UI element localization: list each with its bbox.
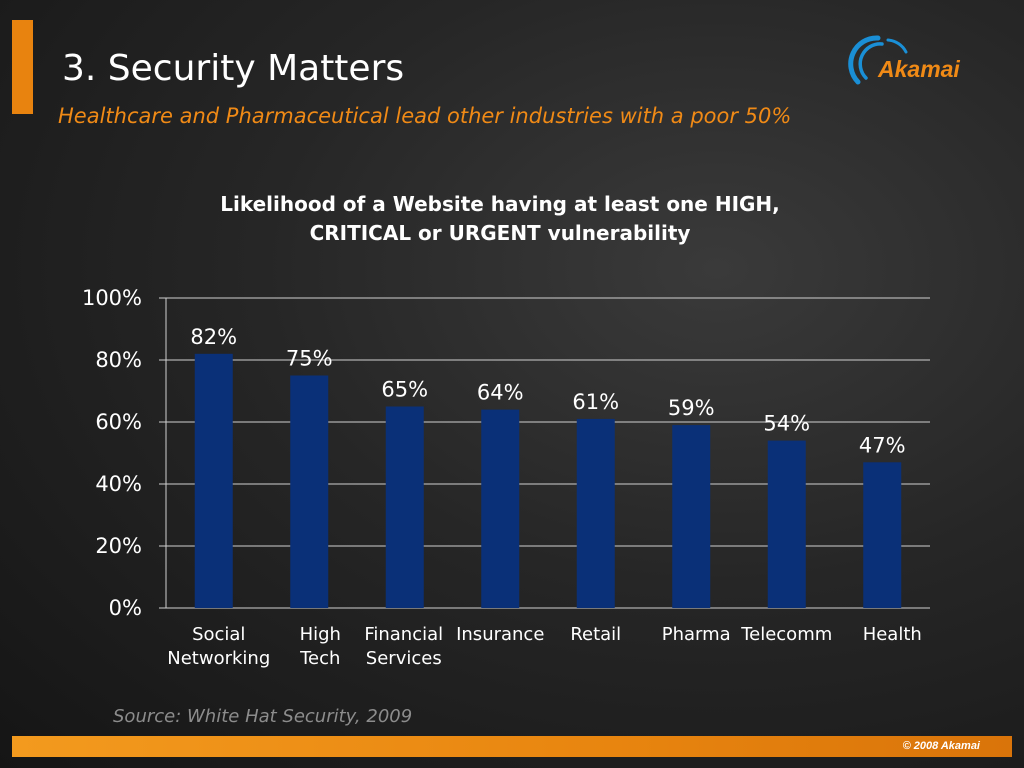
data-label: 61% (572, 390, 619, 414)
logo-text: Akamai (878, 56, 960, 82)
y-tick-label: 100% (82, 286, 142, 310)
y-tick-label: 0% (109, 596, 142, 620)
x-tick-label: Tech (299, 648, 340, 669)
x-tick-label: Social (192, 624, 245, 645)
x-tick-label: Insurance (456, 624, 544, 645)
x-tick-label: Retail (570, 624, 621, 645)
bar (290, 375, 329, 608)
slide-title: 3. Security Matters (62, 48, 405, 89)
chart-title: Likelihood of a Website having at least … (150, 190, 850, 248)
data-label: 65% (381, 378, 428, 402)
copyright: © 2008 Akamai (902, 740, 980, 752)
bar (576, 418, 615, 608)
y-tick-label: 40% (95, 472, 142, 496)
x-tick-label: High (300, 624, 341, 645)
bar (385, 406, 424, 608)
slide-subtitle: Healthcare and Pharmaceutical lead other… (58, 104, 792, 128)
x-tick-label: Health (863, 624, 922, 645)
data-label: 54% (763, 412, 810, 436)
data-label: 75% (286, 347, 333, 371)
data-label: 47% (859, 433, 906, 457)
x-tick-label: Services (366, 648, 442, 669)
title-accent-bar (12, 20, 33, 114)
footer-bar (12, 736, 1012, 757)
bar (672, 425, 711, 608)
data-label: 82% (190, 325, 237, 349)
x-tick-label: Telecomm (740, 624, 832, 645)
bar (767, 440, 806, 608)
x-tick-label: Pharma (662, 624, 731, 645)
data-label: 64% (477, 381, 524, 405)
akamai-logo-icon (848, 35, 908, 85)
bar (863, 462, 902, 608)
x-tick-label: Networking (167, 648, 270, 669)
y-tick-label: 20% (95, 534, 142, 558)
data-label: 59% (668, 396, 715, 420)
x-tick-label: Financial (364, 624, 443, 645)
bar (194, 353, 233, 608)
chart-title-line-2: CRITICAL or URGENT vulnerability (309, 221, 691, 245)
chart-title-line-1: Likelihood of a Website having at least … (220, 192, 780, 216)
bar (481, 409, 520, 608)
source-note: Source: White Hat Security, 2009 (113, 706, 413, 727)
y-tick-label: 60% (95, 410, 142, 434)
y-tick-label: 80% (95, 348, 142, 372)
